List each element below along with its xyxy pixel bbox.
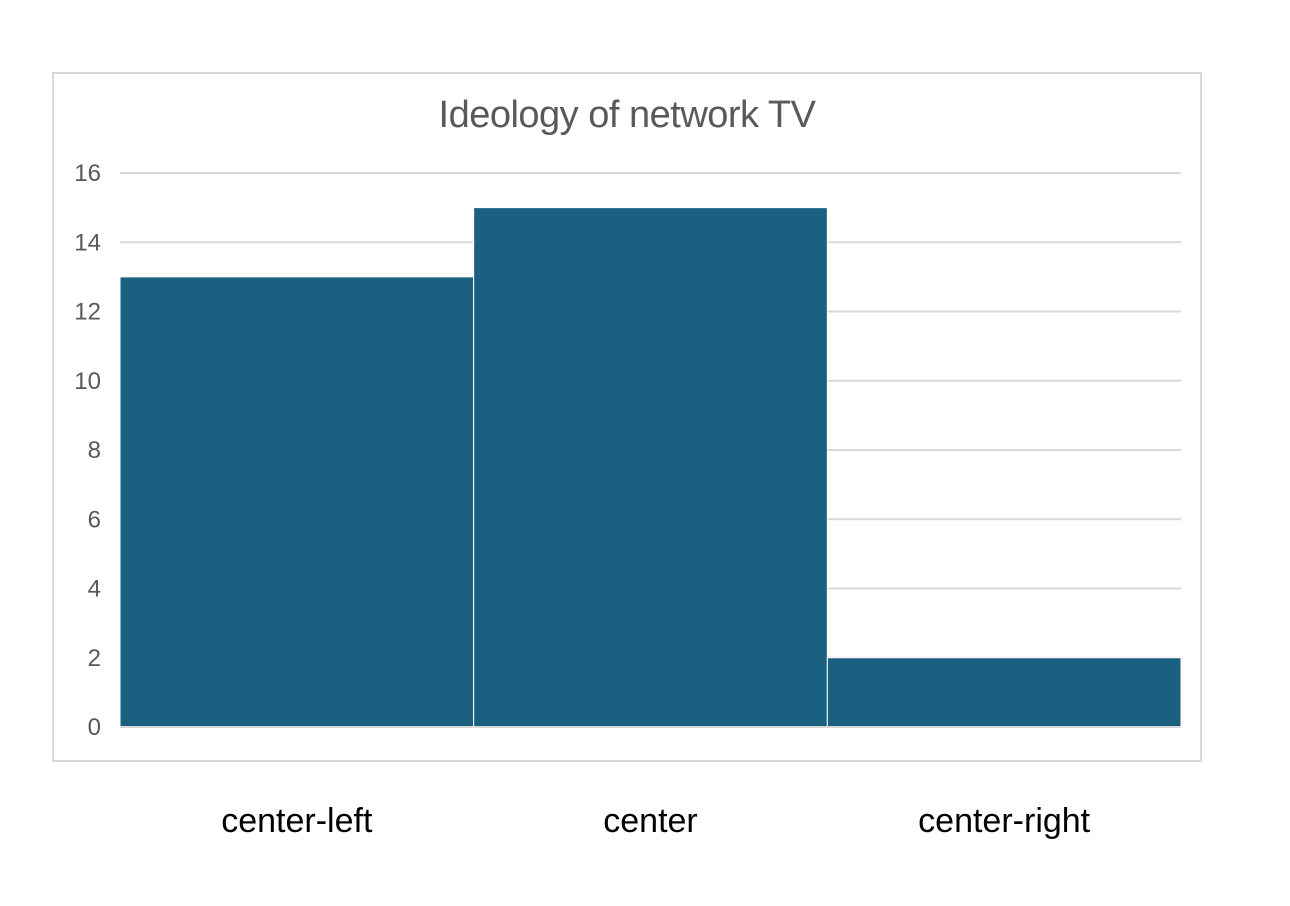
bar-center-left — [119, 276, 475, 728]
chart-title: Ideology of network TV — [438, 94, 816, 136]
bar-center-right — [826, 657, 1182, 728]
y-tick-label: 2 — [88, 645, 101, 672]
y-tick-label: 0 — [88, 714, 101, 741]
y-tick-label: 8 — [88, 437, 101, 464]
x-axis-category-labels: center-left center center-right — [221, 802, 1090, 840]
x-category-label: center-left — [221, 802, 373, 840]
y-tick-label: 4 — [88, 576, 101, 603]
bars — [119, 207, 1182, 728]
y-tick-label: 12 — [74, 299, 101, 326]
y-axis-tick-labels: 0 2 4 6 8 10 12 14 16 — [74, 160, 101, 741]
y-tick-label: 6 — [88, 506, 101, 533]
y-tick-label: 16 — [74, 160, 101, 187]
y-tick-label: 10 — [74, 368, 101, 395]
x-category-label: center — [603, 802, 698, 840]
bar-center — [473, 207, 828, 728]
x-category-label: center-right — [918, 802, 1091, 840]
y-tick-label: 14 — [74, 229, 101, 256]
